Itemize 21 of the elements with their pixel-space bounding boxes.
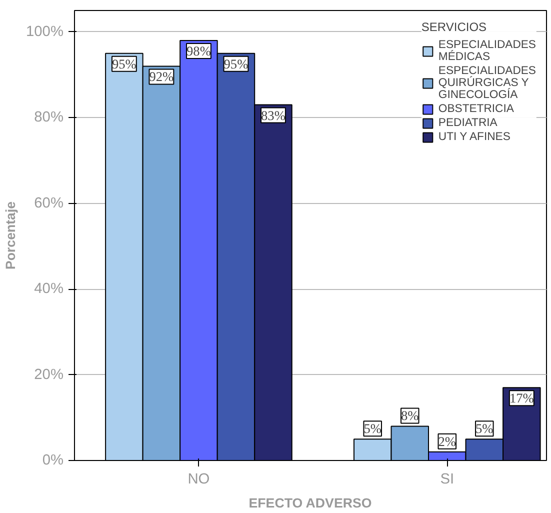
y-tick-label: 20%	[34, 366, 64, 383]
legend-label: OBSTETRICIA	[438, 103, 514, 115]
legend-label: PEDIATRIA	[438, 117, 498, 129]
x-axis-title: EFECTO ADVERSO	[248, 496, 372, 510]
data-label: 95%	[112, 56, 136, 72]
x-tick-label: NO	[188, 472, 210, 488]
legend-label: ESPECIALIDADES QUIRÚRGICAS Y GINECOLOGÍA	[438, 65, 536, 101]
data-label: 83%	[261, 108, 286, 123]
legend-title: SERVICIOS	[421, 20, 488, 34]
y-tick-label: 60%	[34, 195, 64, 212]
y-axis-title: Porcentaje	[3, 201, 18, 270]
x-tick-label: SI	[440, 472, 454, 488]
y-tick-label: 40%	[34, 281, 64, 298]
y-tick-label: 80%	[34, 110, 64, 126]
data-label: 17%	[509, 390, 534, 406]
legend-label: ESPECIALIDADES MÉDICAS	[438, 39, 536, 63]
y-tick-label: 0%	[42, 452, 64, 468]
data-label: 5%	[364, 421, 382, 436]
data-label: 98%	[186, 44, 211, 58]
legend-label: UTI Y AFINES	[438, 131, 510, 143]
y-tick-label: 100%	[26, 24, 64, 40]
